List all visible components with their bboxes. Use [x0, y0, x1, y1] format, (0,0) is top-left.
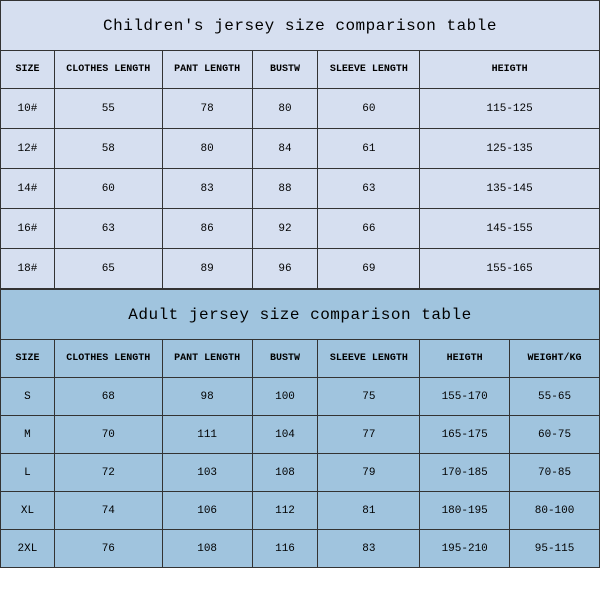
table-row: 12# 58 80 84 61 125-135 — [1, 129, 600, 169]
cell: 70 — [54, 416, 162, 454]
cell: 12# — [1, 129, 55, 169]
cell: 95-115 — [510, 530, 600, 568]
cell: 125-135 — [420, 129, 600, 169]
cell: 60 — [54, 169, 162, 209]
table-row: 10# 55 78 80 60 115-125 — [1, 89, 600, 129]
table-row: 18# 65 89 96 69 155-165 — [1, 249, 600, 289]
cell: 104 — [252, 416, 318, 454]
cell: 155-170 — [420, 378, 510, 416]
col-sleeve-length: SLEEVE LENGTH — [318, 51, 420, 89]
cell: 80 — [252, 89, 318, 129]
children-title-row: Children's jersey size comparison table — [1, 1, 600, 51]
cell: 60-75 — [510, 416, 600, 454]
cell: 145-155 — [420, 209, 600, 249]
col-height: HEIGTH — [420, 340, 510, 378]
cell: 96 — [252, 249, 318, 289]
cell: 75 — [318, 378, 420, 416]
cell: 100 — [252, 378, 318, 416]
cell: 69 — [318, 249, 420, 289]
col-pant-length: PANT LENGTH — [162, 51, 252, 89]
cell: 74 — [54, 492, 162, 530]
table-row: S 68 98 100 75 155-170 55-65 — [1, 378, 600, 416]
cell: 78 — [162, 89, 252, 129]
table-row: XL 74 106 112 81 180-195 80-100 — [1, 492, 600, 530]
cell: 106 — [162, 492, 252, 530]
cell: 195-210 — [420, 530, 510, 568]
table-row: 14# 60 83 88 63 135-145 — [1, 169, 600, 209]
cell: 98 — [162, 378, 252, 416]
cell: 79 — [318, 454, 420, 492]
cell: 66 — [318, 209, 420, 249]
cell: 111 — [162, 416, 252, 454]
cell: 55 — [54, 89, 162, 129]
cell: 76 — [54, 530, 162, 568]
adult-title: Adult jersey size comparison table — [1, 290, 600, 340]
cell: 84 — [252, 129, 318, 169]
cell: 68 — [54, 378, 162, 416]
cell: 63 — [318, 169, 420, 209]
cell: 72 — [54, 454, 162, 492]
adult-size-table: Adult jersey size comparison table SIZE … — [0, 289, 600, 568]
cell: XL — [1, 492, 55, 530]
cell: 108 — [162, 530, 252, 568]
cell: 16# — [1, 209, 55, 249]
cell: 63 — [54, 209, 162, 249]
col-clothes-length: CLOTHES LENGTH — [54, 51, 162, 89]
cell: 10# — [1, 89, 55, 129]
cell: 180-195 — [420, 492, 510, 530]
cell: 2XL — [1, 530, 55, 568]
cell: L — [1, 454, 55, 492]
cell: 61 — [318, 129, 420, 169]
cell: 81 — [318, 492, 420, 530]
cell: 14# — [1, 169, 55, 209]
children-header-row: SIZE CLOTHES LENGTH PANT LENGTH BUSTW SL… — [1, 51, 600, 89]
cell: 80 — [162, 129, 252, 169]
cell: 55-65 — [510, 378, 600, 416]
cell: 92 — [252, 209, 318, 249]
col-sleeve-length: SLEEVE LENGTH — [318, 340, 420, 378]
table-row: L 72 103 108 79 170-185 70-85 — [1, 454, 600, 492]
cell: 135-145 — [420, 169, 600, 209]
size-chart-container: Children's jersey size comparison table … — [0, 0, 600, 568]
table-row: M 70 111 104 77 165-175 60-75 — [1, 416, 600, 454]
cell: 65 — [54, 249, 162, 289]
cell: 60 — [318, 89, 420, 129]
cell: 58 — [54, 129, 162, 169]
col-clothes-length: CLOTHES LENGTH — [54, 340, 162, 378]
col-size: SIZE — [1, 340, 55, 378]
cell: 89 — [162, 249, 252, 289]
col-weight: WEIGHT/KG — [510, 340, 600, 378]
cell: 112 — [252, 492, 318, 530]
cell: 77 — [318, 416, 420, 454]
cell: 108 — [252, 454, 318, 492]
cell: 18# — [1, 249, 55, 289]
cell: S — [1, 378, 55, 416]
col-height: HEIGTH — [420, 51, 600, 89]
cell: 116 — [252, 530, 318, 568]
col-size: SIZE — [1, 51, 55, 89]
col-bustw: BUSTW — [252, 340, 318, 378]
cell: 80-100 — [510, 492, 600, 530]
cell: 70-85 — [510, 454, 600, 492]
children-title: Children's jersey size comparison table — [1, 1, 600, 51]
adult-header-row: SIZE CLOTHES LENGTH PANT LENGTH BUSTW SL… — [1, 340, 600, 378]
cell: 88 — [252, 169, 318, 209]
cell: M — [1, 416, 55, 454]
cell: 155-165 — [420, 249, 600, 289]
children-size-table: Children's jersey size comparison table … — [0, 0, 600, 289]
cell: 170-185 — [420, 454, 510, 492]
table-row: 16# 63 86 92 66 145-155 — [1, 209, 600, 249]
cell: 103 — [162, 454, 252, 492]
cell: 83 — [162, 169, 252, 209]
col-pant-length: PANT LENGTH — [162, 340, 252, 378]
adult-title-row: Adult jersey size comparison table — [1, 290, 600, 340]
col-bustw: BUSTW — [252, 51, 318, 89]
cell: 86 — [162, 209, 252, 249]
cell: 115-125 — [420, 89, 600, 129]
cell: 83 — [318, 530, 420, 568]
table-row: 2XL 76 108 116 83 195-210 95-115 — [1, 530, 600, 568]
cell: 165-175 — [420, 416, 510, 454]
